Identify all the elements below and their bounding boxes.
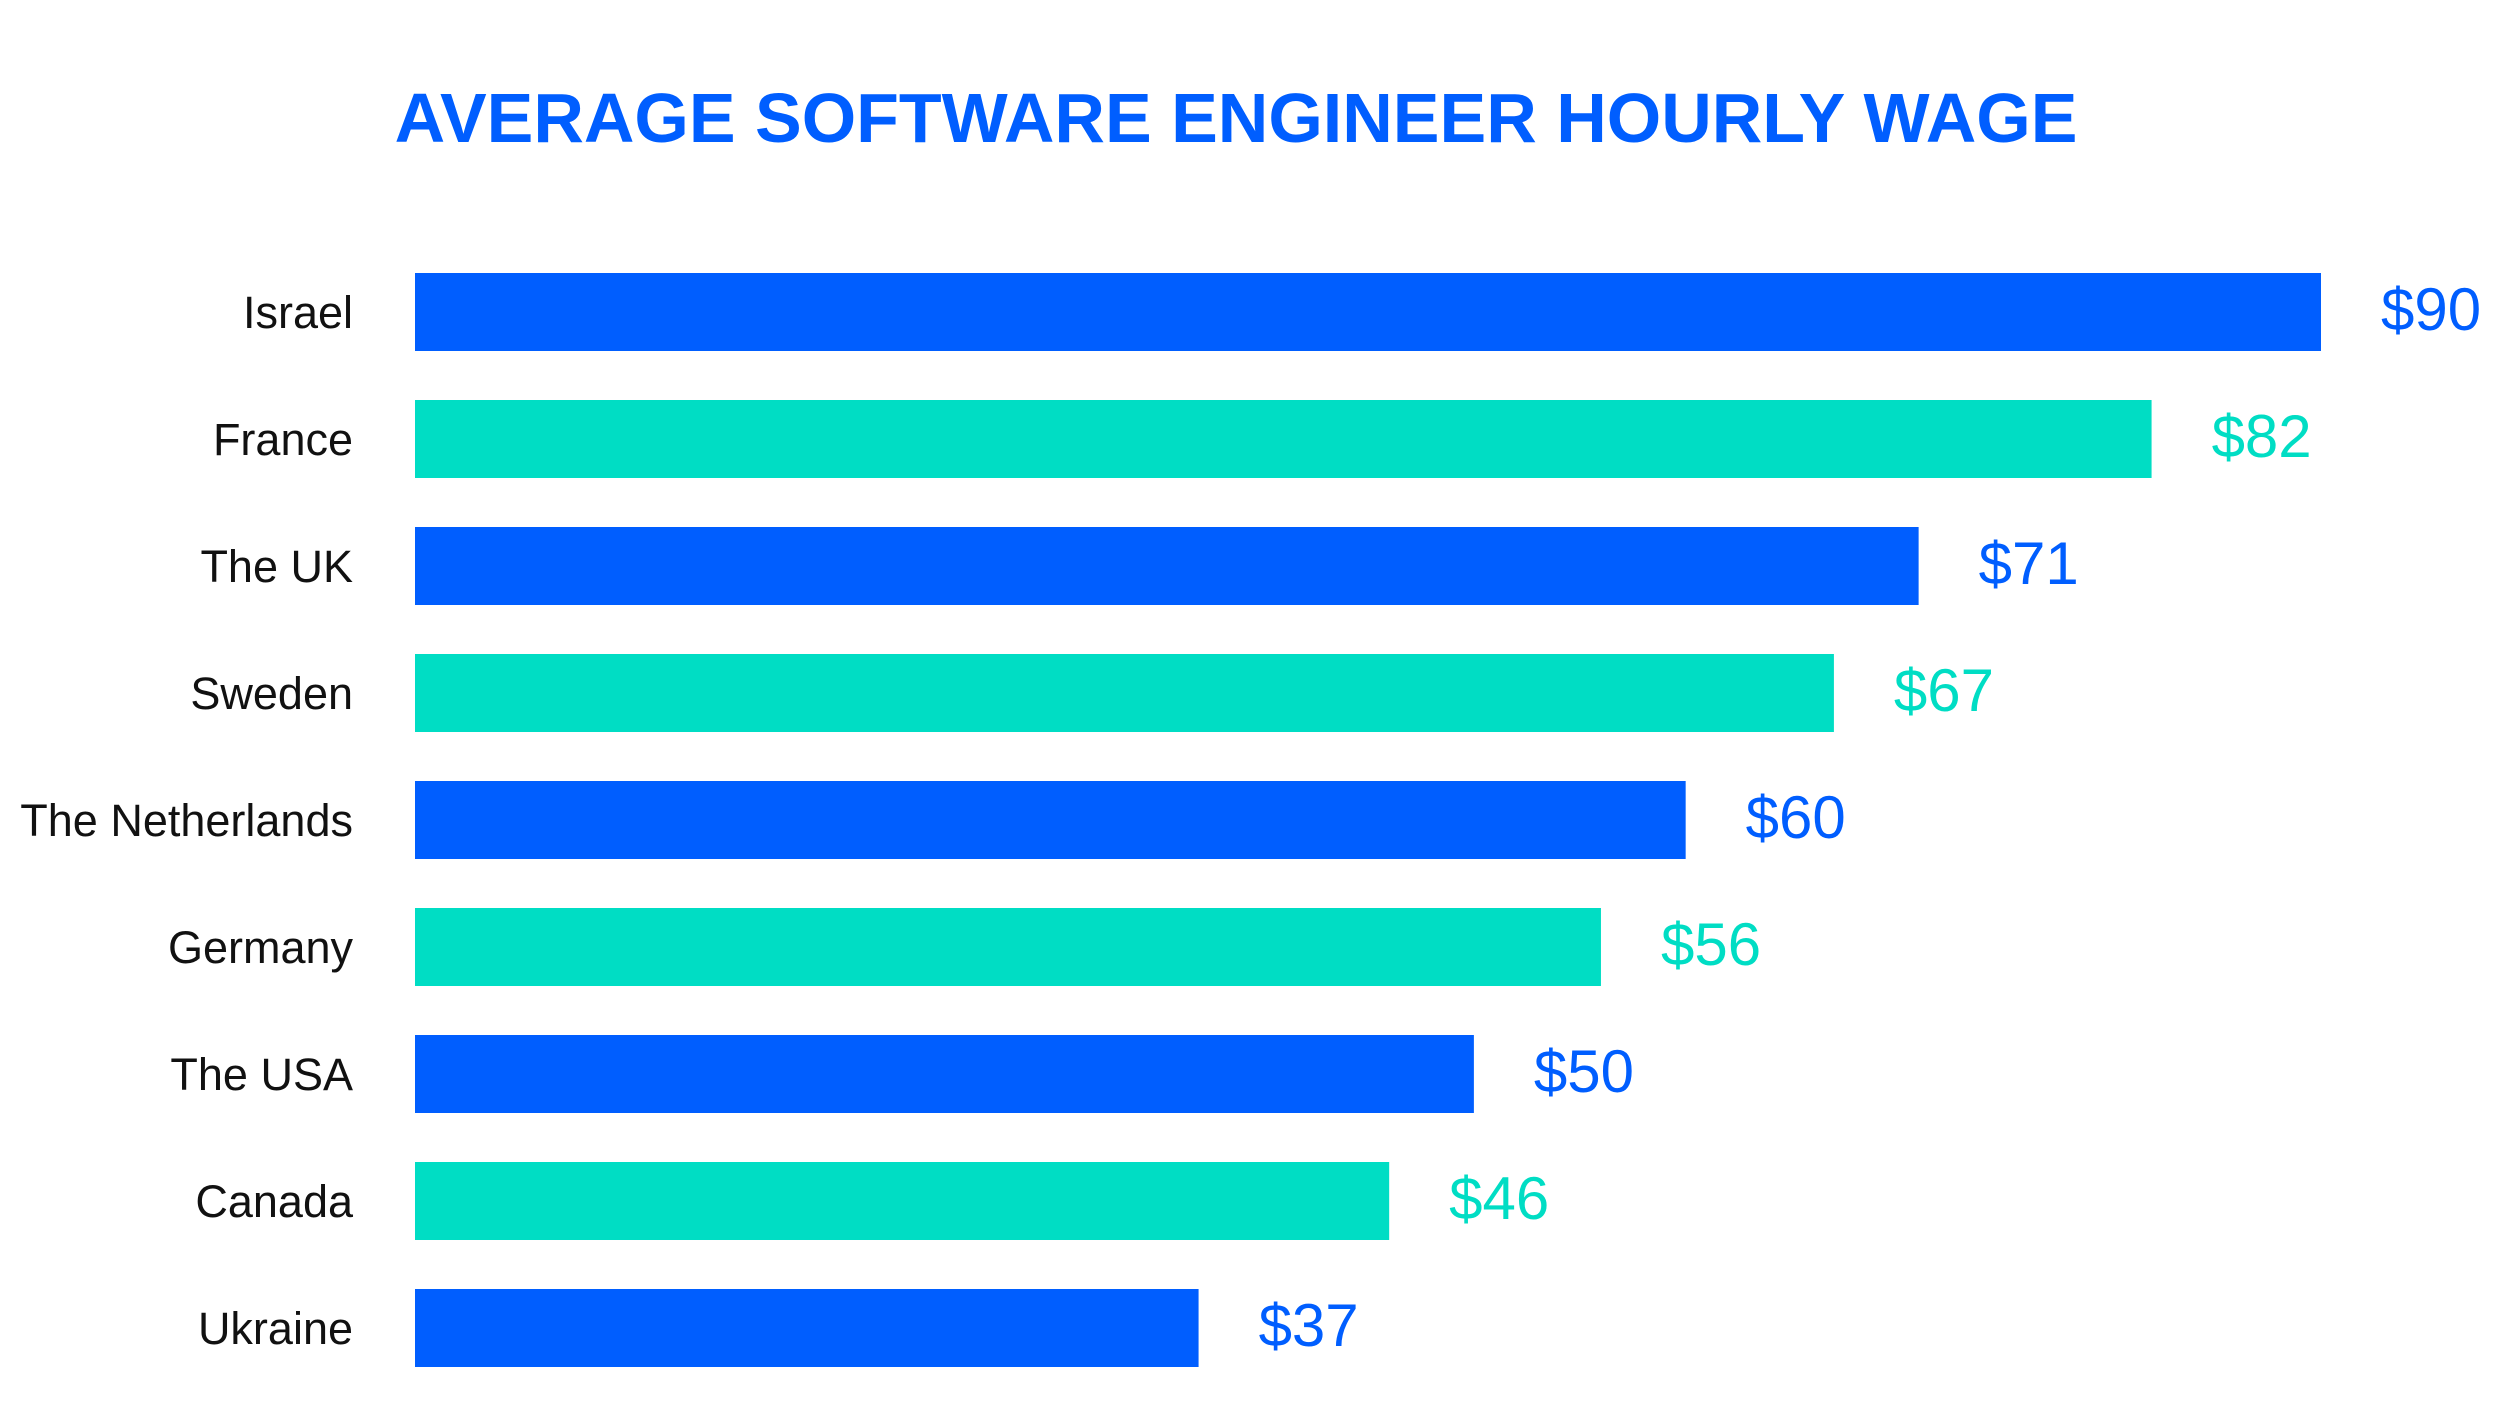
category-label: The UK: [200, 541, 353, 592]
bar-the-netherlands: [415, 781, 1686, 859]
category-label: The Netherlands: [20, 795, 353, 846]
value-label: $46: [1449, 1165, 1549, 1232]
category-label: Sweden: [190, 668, 353, 719]
bar-the-usa: [415, 1035, 1474, 1113]
category-label: Germany: [168, 922, 354, 973]
chart-title: AVERAGE SOFTWARE ENGINEER HOURLY WAGE: [394, 79, 2078, 157]
category-label: Ukraine: [198, 1303, 353, 1354]
category-label: Canada: [195, 1176, 354, 1227]
value-label: $90: [2381, 276, 2481, 343]
bar-israel: [415, 273, 2321, 351]
value-label: $50: [1534, 1038, 1634, 1105]
bar-france: [415, 400, 2152, 478]
category-label: The USA: [170, 1049, 353, 1100]
category-label: France: [213, 414, 353, 465]
bar-germany: [415, 908, 1601, 986]
value-label: $71: [1979, 530, 2079, 597]
value-label: $60: [1746, 784, 1846, 851]
bar-the-uk: [415, 527, 1919, 605]
category-label: Israel: [243, 287, 353, 338]
value-label: $82: [2212, 403, 2312, 470]
value-label: $67: [1894, 657, 1994, 724]
bar-ukraine: [415, 1289, 1199, 1367]
value-label: $56: [1661, 911, 1761, 978]
bar-canada: [415, 1162, 1390, 1240]
bar-sweden: [415, 654, 1834, 732]
value-label: $37: [1259, 1292, 1359, 1359]
